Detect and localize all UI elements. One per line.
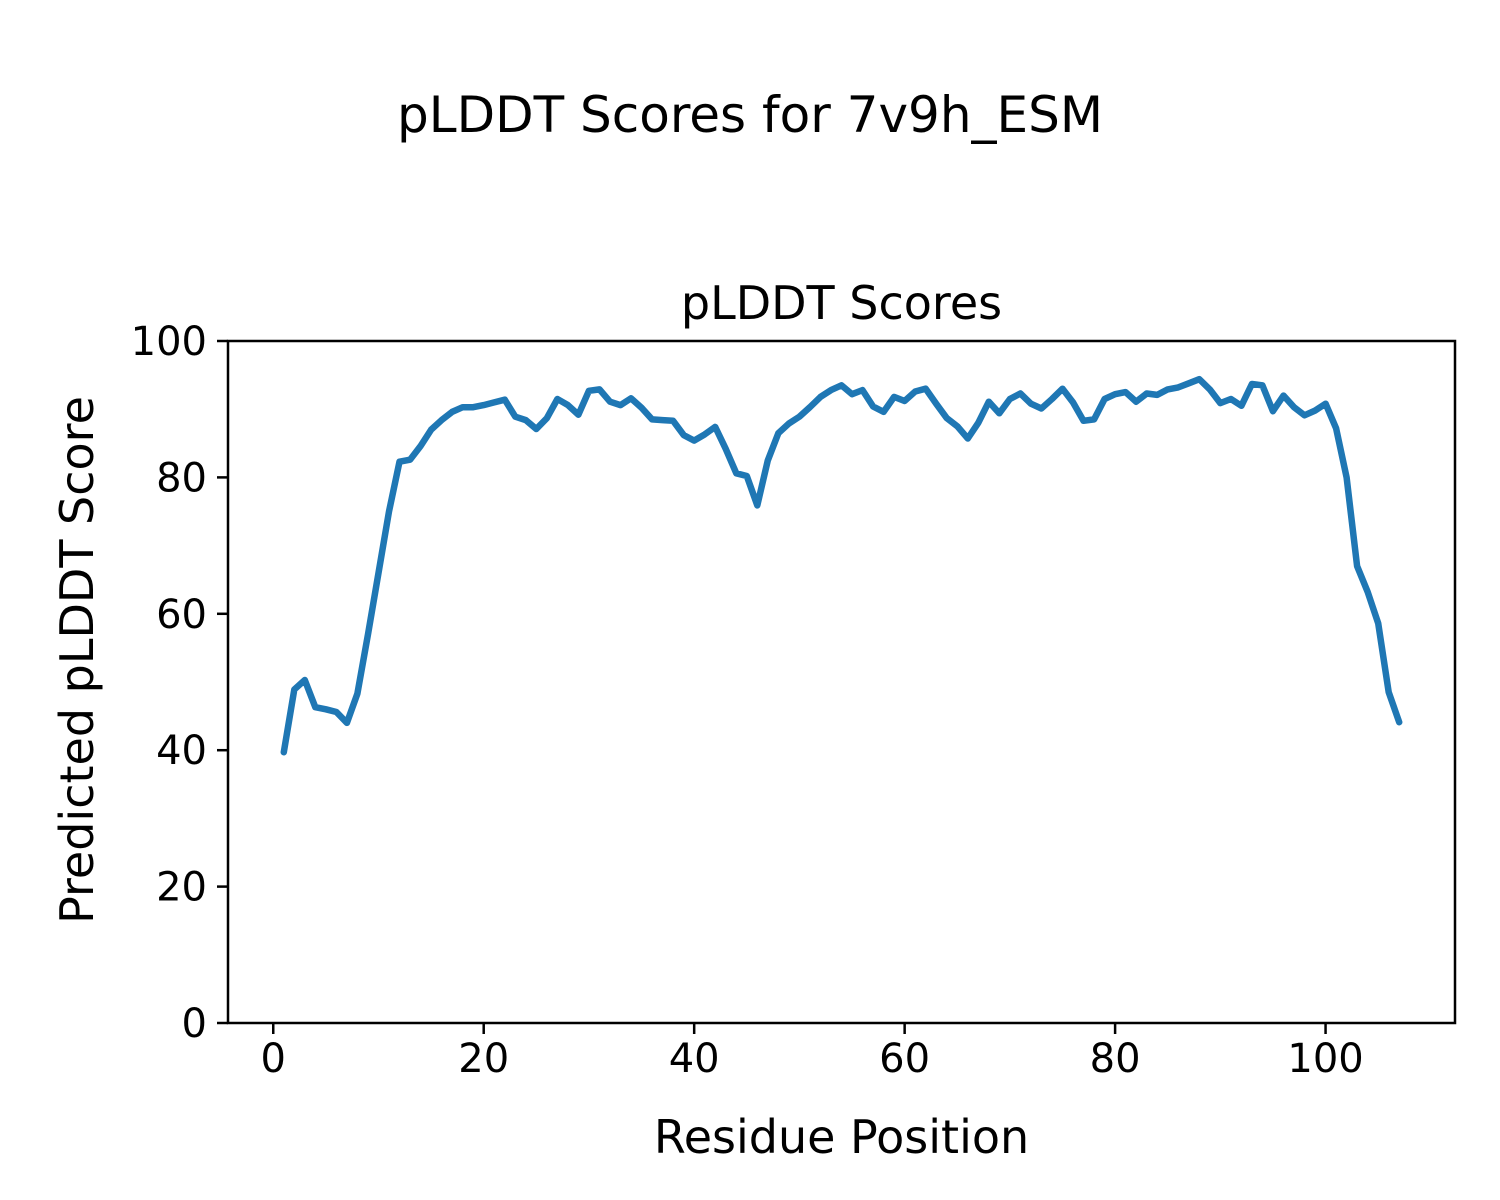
y-tick-label: 80 [156,455,207,501]
y-tick-label: 20 [156,865,207,911]
figure-title: pLDDT Scores for 7v9h_ESM [396,86,1104,144]
x-axis-label: Residue Position [653,1110,1030,1164]
y-tick-label: 40 [156,728,207,774]
x-tick-label: 20 [458,1036,509,1082]
y-tick-label: 0 [182,1001,207,1047]
x-tick-label: 60 [879,1036,930,1082]
axes-title: pLDDT Scores [680,276,1003,330]
x-tick-label: 100 [1287,1036,1363,1082]
x-tick-label: 80 [1090,1036,1141,1082]
x-tick-label: 0 [261,1036,286,1082]
y-tick-label: 100 [131,319,207,365]
plddt-line [280,375,1403,756]
y-tick-label: 60 [156,592,207,638]
y-axis-label: Predicted pLDDT Score [50,396,104,924]
plot-border [226,339,1457,1025]
x-tick-label: 40 [669,1036,720,1082]
